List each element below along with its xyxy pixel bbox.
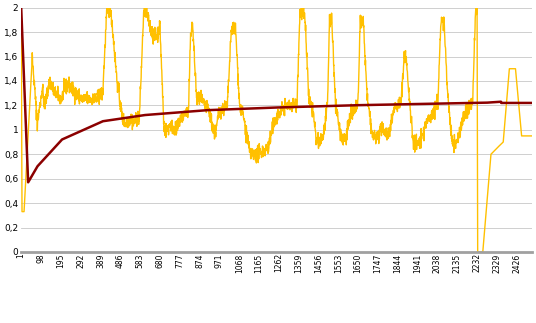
C med prog W/m²K (455, 101, 461, 105)
C ist W/m²K (28, 68, 35, 71)
Line: C med prog W/m²K: C med prog W/m²K (21, 8, 532, 182)
C med prog W/m²K (474, 101, 480, 105)
C med prog W/m²K (18, 6, 25, 10)
Line: C ist W/m²K: C ist W/m²K (21, 8, 532, 252)
C med prog W/m²K (28, 174, 35, 178)
C med prog W/m²K (528, 101, 535, 105)
C ist W/m²K (18, 6, 25, 10)
C med prog W/m²K (25, 180, 32, 184)
C ist W/m²K (434, 92, 440, 96)
C med prog W/m²K (303, 105, 309, 109)
C ist W/m²K (216, 115, 222, 119)
C med prog W/m²K (216, 108, 222, 112)
C ist W/m²K (455, 131, 461, 135)
C ist W/m²K (528, 134, 535, 138)
C med prog W/m²K (434, 102, 441, 106)
C ist W/m²K (303, 40, 309, 44)
C ist W/m²K (474, 250, 481, 254)
C ist W/m²K (474, 6, 480, 10)
